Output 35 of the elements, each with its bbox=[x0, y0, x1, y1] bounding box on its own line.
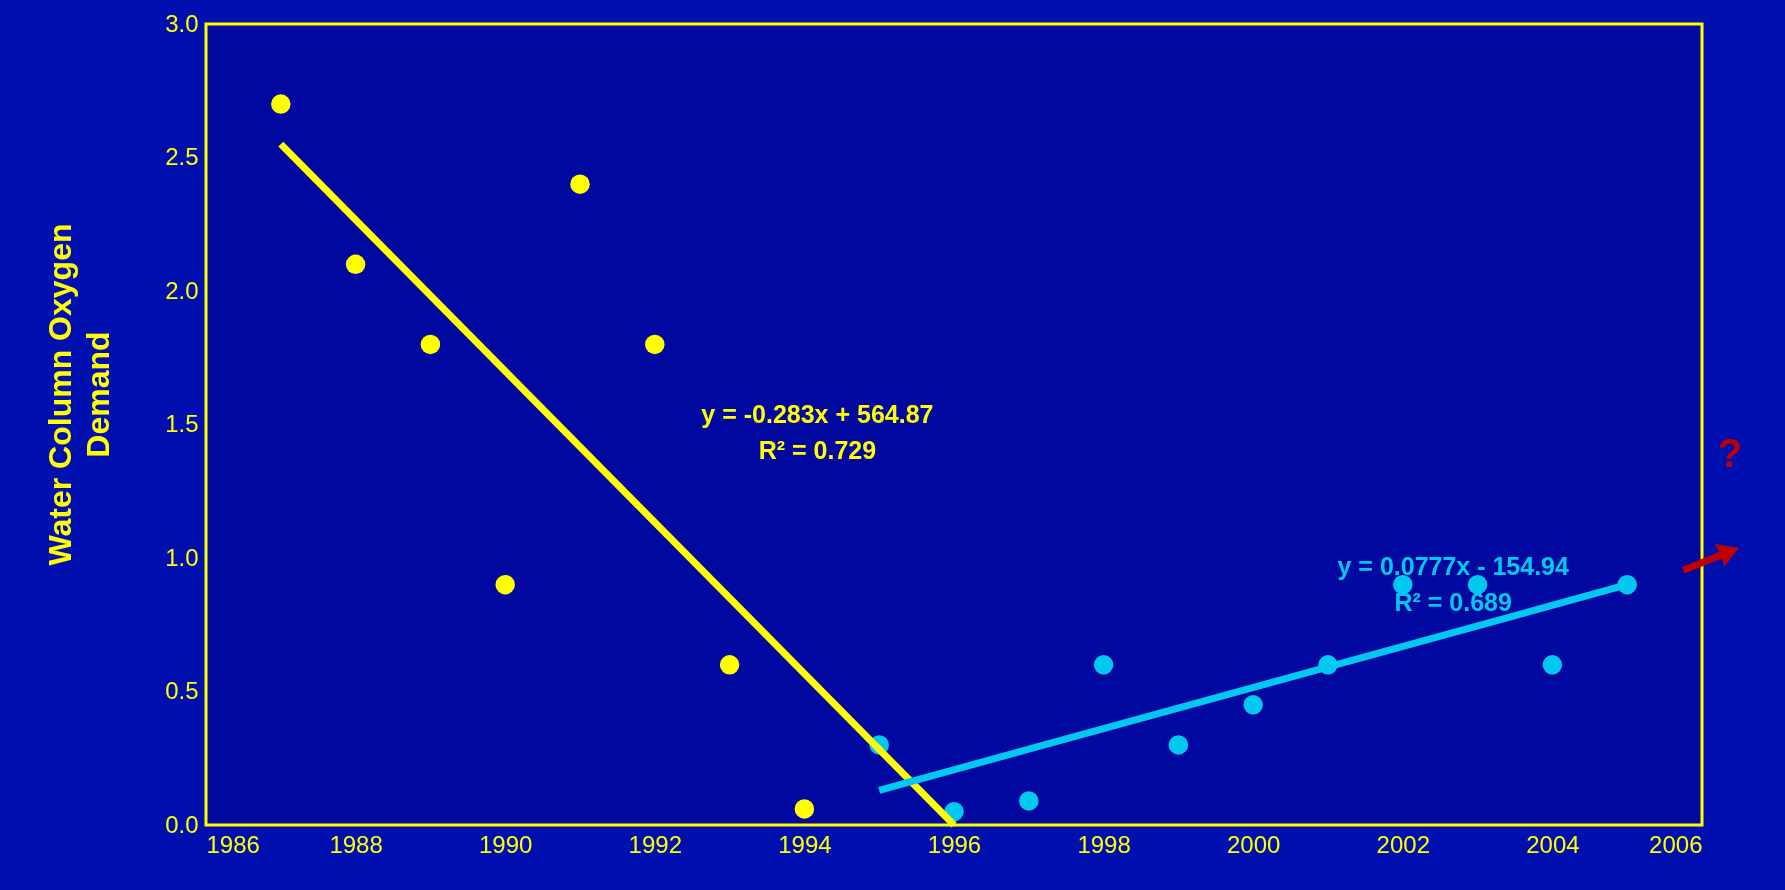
x-tick-label: 2000 bbox=[1227, 830, 1281, 858]
x-tick-label: 1988 bbox=[329, 830, 383, 858]
y-tick-label: 3.0 bbox=[165, 9, 199, 37]
x-tick-label: 2002 bbox=[1376, 830, 1430, 858]
point bbox=[645, 334, 665, 355]
point bbox=[570, 174, 590, 194]
y-tick-label: 1.0 bbox=[165, 543, 199, 571]
x-tick-label: 1986 bbox=[206, 830, 260, 858]
point bbox=[719, 655, 740, 675]
y-tick-label: 1.5 bbox=[165, 410, 199, 437]
x-tick-label: 1994 bbox=[778, 830, 832, 858]
y-tick-label: 0.5 bbox=[165, 677, 199, 704]
point bbox=[1168, 735, 1189, 755]
point bbox=[794, 799, 815, 819]
point bbox=[1093, 655, 1114, 675]
series-label: y = 0.0777x - 154.94 R² = 0.689 bbox=[1337, 552, 1570, 617]
y-tick-label: 0.0 bbox=[165, 810, 199, 838]
point bbox=[1542, 655, 1563, 675]
text: y = -0.283x + 564.87 R² = 0.729 bbox=[701, 399, 934, 464]
x-tick-label: 1990 bbox=[479, 830, 533, 858]
y-tick-label: 2.0 bbox=[165, 276, 199, 304]
text: ? bbox=[1717, 431, 1743, 475]
point bbox=[271, 94, 291, 114]
y-axis-title: Water Column Oxygen Demand bbox=[42, 223, 116, 566]
point bbox=[1243, 695, 1263, 715]
x-tick-label: 2006 bbox=[1649, 830, 1703, 858]
point bbox=[1019, 791, 1039, 811]
x-tick-label: 1992 bbox=[628, 830, 682, 858]
x-tick-label: 1996 bbox=[927, 830, 982, 858]
point bbox=[345, 254, 366, 275]
x-tick-label: 2004 bbox=[1526, 830, 1580, 858]
point bbox=[420, 334, 441, 355]
point bbox=[495, 574, 515, 595]
y-tick-label: 2.5 bbox=[165, 143, 199, 170]
x-tick-label: 1998 bbox=[1077, 830, 1131, 858]
